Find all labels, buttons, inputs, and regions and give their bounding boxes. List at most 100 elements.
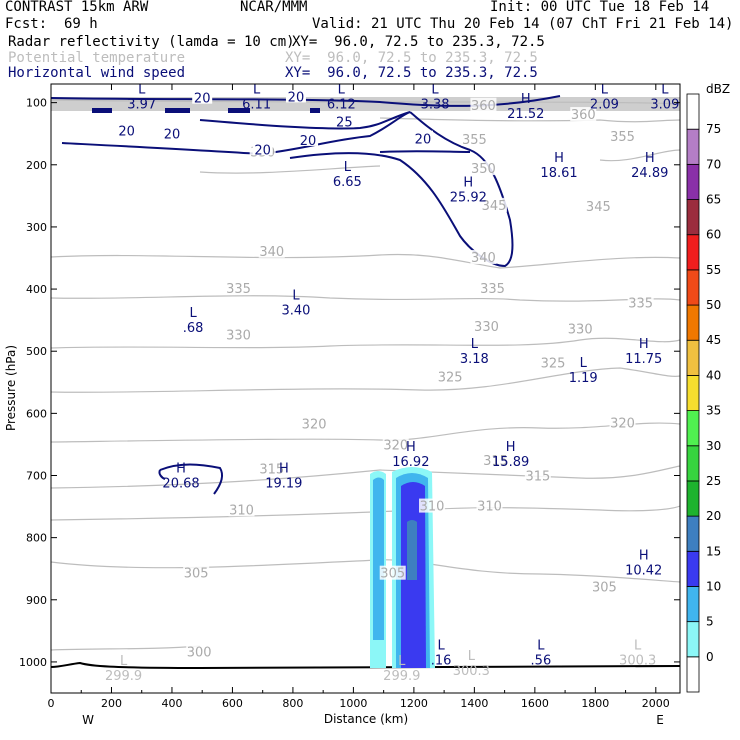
theta-label-bg: [437, 369, 464, 384]
colorbar-swatch: [686, 163, 700, 200]
colorbar-level-label: 35: [706, 404, 721, 418]
colorbar-level-label: 50: [706, 298, 721, 312]
extremum-marker: L: [661, 82, 669, 97]
x-tick-label: 400: [161, 697, 182, 710]
colorbar-swatch: [686, 269, 700, 306]
theta-contour-label: 315: [525, 470, 550, 485]
wind-label-bg: [192, 89, 213, 104]
theta-label-bg: [228, 502, 255, 517]
theta-label-bg: [470, 250, 497, 264]
y-tick-label: 300: [26, 221, 47, 234]
colorbar-level-label: 30: [706, 439, 721, 453]
theta-contour-label: 320: [302, 418, 327, 433]
extremum-marker: H: [554, 151, 564, 166]
theta-label-bg: [225, 281, 252, 296]
theta-contour-label: 305: [380, 567, 405, 582]
theta-contour-line: [51, 337, 680, 349]
theta-label-bg: [473, 318, 500, 333]
theta-contour-label: 330: [568, 322, 593, 337]
extremum-value: 3.40: [281, 304, 310, 319]
theta-contour-line: [51, 422, 680, 443]
theta-label-bg: [539, 355, 566, 370]
theta-contour-label: 315: [259, 462, 284, 477]
y-axis-label: Pressure (hPa): [4, 345, 18, 431]
x-tick-label: 1000: [339, 697, 367, 710]
x-tick-label: 2000: [642, 697, 670, 710]
colorbar-swatch: [686, 586, 700, 623]
theta-label-bg: [419, 498, 446, 513]
theta-label-bg: [609, 415, 636, 430]
theta-contour-line: [51, 645, 201, 651]
x-tick-label: 800: [282, 697, 303, 710]
wind-contour-label: 20: [300, 134, 317, 149]
extremum-value: 6.12: [327, 97, 356, 112]
colorbar-level-label: 60: [706, 228, 721, 242]
wind-label-bg: [412, 130, 433, 145]
x-tick-label: 1600: [521, 697, 549, 710]
x-tick-label: 200: [101, 697, 122, 710]
extremum-marker: L: [634, 639, 642, 654]
theta-contour-label: 360: [571, 108, 596, 123]
theta-contour-label: 315: [483, 454, 508, 469]
wind-label-bg: [252, 141, 273, 156]
theta-contour-label: 320: [610, 416, 635, 431]
colorbar-unit-label: dBZ: [706, 82, 730, 96]
colorbar-swatch: [686, 621, 700, 658]
wind-label-bg: [334, 113, 355, 128]
theta-label-bg: [627, 295, 654, 310]
field-wind-xy: XY= 96.0, 72.5 to 235.3, 72.5: [285, 65, 538, 81]
model-title: CONTRAST 15km ARW: [5, 0, 149, 15]
colorbar-level-label: 45: [706, 333, 721, 347]
wind-contour-label: 20: [415, 133, 432, 148]
extremum-marker: L: [253, 82, 261, 97]
colorbar-level-label: 15: [706, 544, 721, 558]
x-end-label-east: E: [656, 713, 664, 727]
extremum-value: 3.18: [460, 352, 489, 367]
theta-contour-label: 355: [462, 133, 487, 148]
extremum-marker: H: [639, 549, 649, 564]
wind-label-bg: [298, 131, 319, 146]
reflectivity-shading: [370, 467, 435, 668]
colorbar-swatch: [686, 234, 700, 271]
colorbar-swatch: [686, 339, 700, 376]
y-tick-label: 500: [26, 345, 47, 358]
field-reflectivity: Radar reflectivity (lamda = 10 cm): [8, 34, 295, 50]
theta-label-bg: [609, 128, 636, 143]
x-end-label-west: W: [82, 713, 94, 727]
extremum-marker: L: [431, 82, 439, 97]
colorbar-swatch: [686, 375, 700, 411]
extremum-value: 18.61: [540, 166, 577, 181]
wind-contour-line: [158, 469, 166, 480]
colorbar-level-label: 10: [706, 579, 721, 593]
theta-label-bg: [470, 161, 497, 176]
theta-contour-label: 310: [477, 500, 502, 515]
colorbar-swatch: [686, 199, 700, 236]
theta-contour-label: 305: [592, 580, 617, 595]
ground-surface-line: [51, 661, 680, 670]
extremum-value: 299.9: [105, 669, 142, 684]
contour-labels: 3603603553553503503453453403403353353353…: [105, 82, 679, 684]
fcst-value: 69 h: [64, 16, 98, 32]
theta-contour-label: 330: [226, 329, 251, 344]
theta-contour-label: 330: [474, 320, 499, 335]
extremum-marker: L: [437, 639, 445, 654]
extremum-value: 300.3: [619, 654, 656, 669]
wind-label-bg: [116, 122, 137, 137]
x-tick-label: 1400: [460, 697, 488, 710]
theta-contour-line: [199, 165, 381, 174]
y-tick-label: 800: [26, 532, 47, 545]
colorbar-level-label: 0: [706, 650, 714, 664]
extremum-value: 16.92: [392, 455, 429, 470]
extremum-marker: L: [537, 639, 545, 654]
extremum-value: 3.09: [650, 97, 679, 112]
extremum-marker: L: [601, 82, 609, 97]
theta-contour-line: [51, 295, 680, 302]
colorbar-level-label: 55: [706, 263, 721, 277]
extremum-marker: H: [463, 176, 473, 191]
colorbar-swatch: [686, 656, 700, 693]
theta-contour-label: 335: [628, 296, 653, 311]
colorbar-level-label: 70: [706, 157, 721, 171]
extremum-marker: H: [279, 462, 289, 477]
extremum-marker: H: [639, 337, 649, 352]
theta-label-bg: [476, 498, 503, 513]
